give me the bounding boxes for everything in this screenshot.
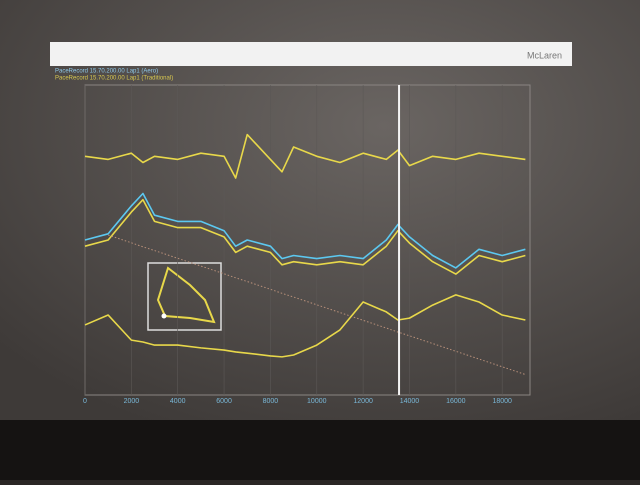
series-line	[84, 133, 526, 179]
x-tick-label: 6000	[216, 398, 232, 405]
chart-title: McLaren	[527, 50, 562, 60]
projection	[0, 0, 640, 420]
track-map-box	[147, 262, 222, 331]
series-line	[84, 192, 526, 269]
header-bar	[50, 42, 572, 66]
x-tick-label: 4000	[170, 398, 186, 405]
x-tick-label: 8000	[263, 398, 279, 405]
track-marker	[161, 313, 167, 319]
x-tick-label: 0	[83, 398, 87, 405]
track-map	[156, 266, 216, 324]
series-line	[108, 234, 526, 376]
x-tick-label: 16000	[446, 398, 466, 405]
floor	[0, 420, 640, 480]
legend-line: PaceRecord 15.70.200.00 Lap1 (Traditiona…	[55, 76, 173, 82]
series-line	[84, 198, 526, 275]
legend-line: PaceRecord 15.70.200.00 Lap1 (Aero)	[55, 69, 158, 75]
x-tick-label: 12000	[353, 398, 373, 405]
x-tick-label: 14000	[400, 398, 420, 405]
x-tick-label: 10000	[307, 398, 327, 405]
x-tick-label: 2000	[124, 398, 140, 405]
series-line	[84, 294, 526, 358]
x-tick-label: 18000	[492, 398, 512, 405]
